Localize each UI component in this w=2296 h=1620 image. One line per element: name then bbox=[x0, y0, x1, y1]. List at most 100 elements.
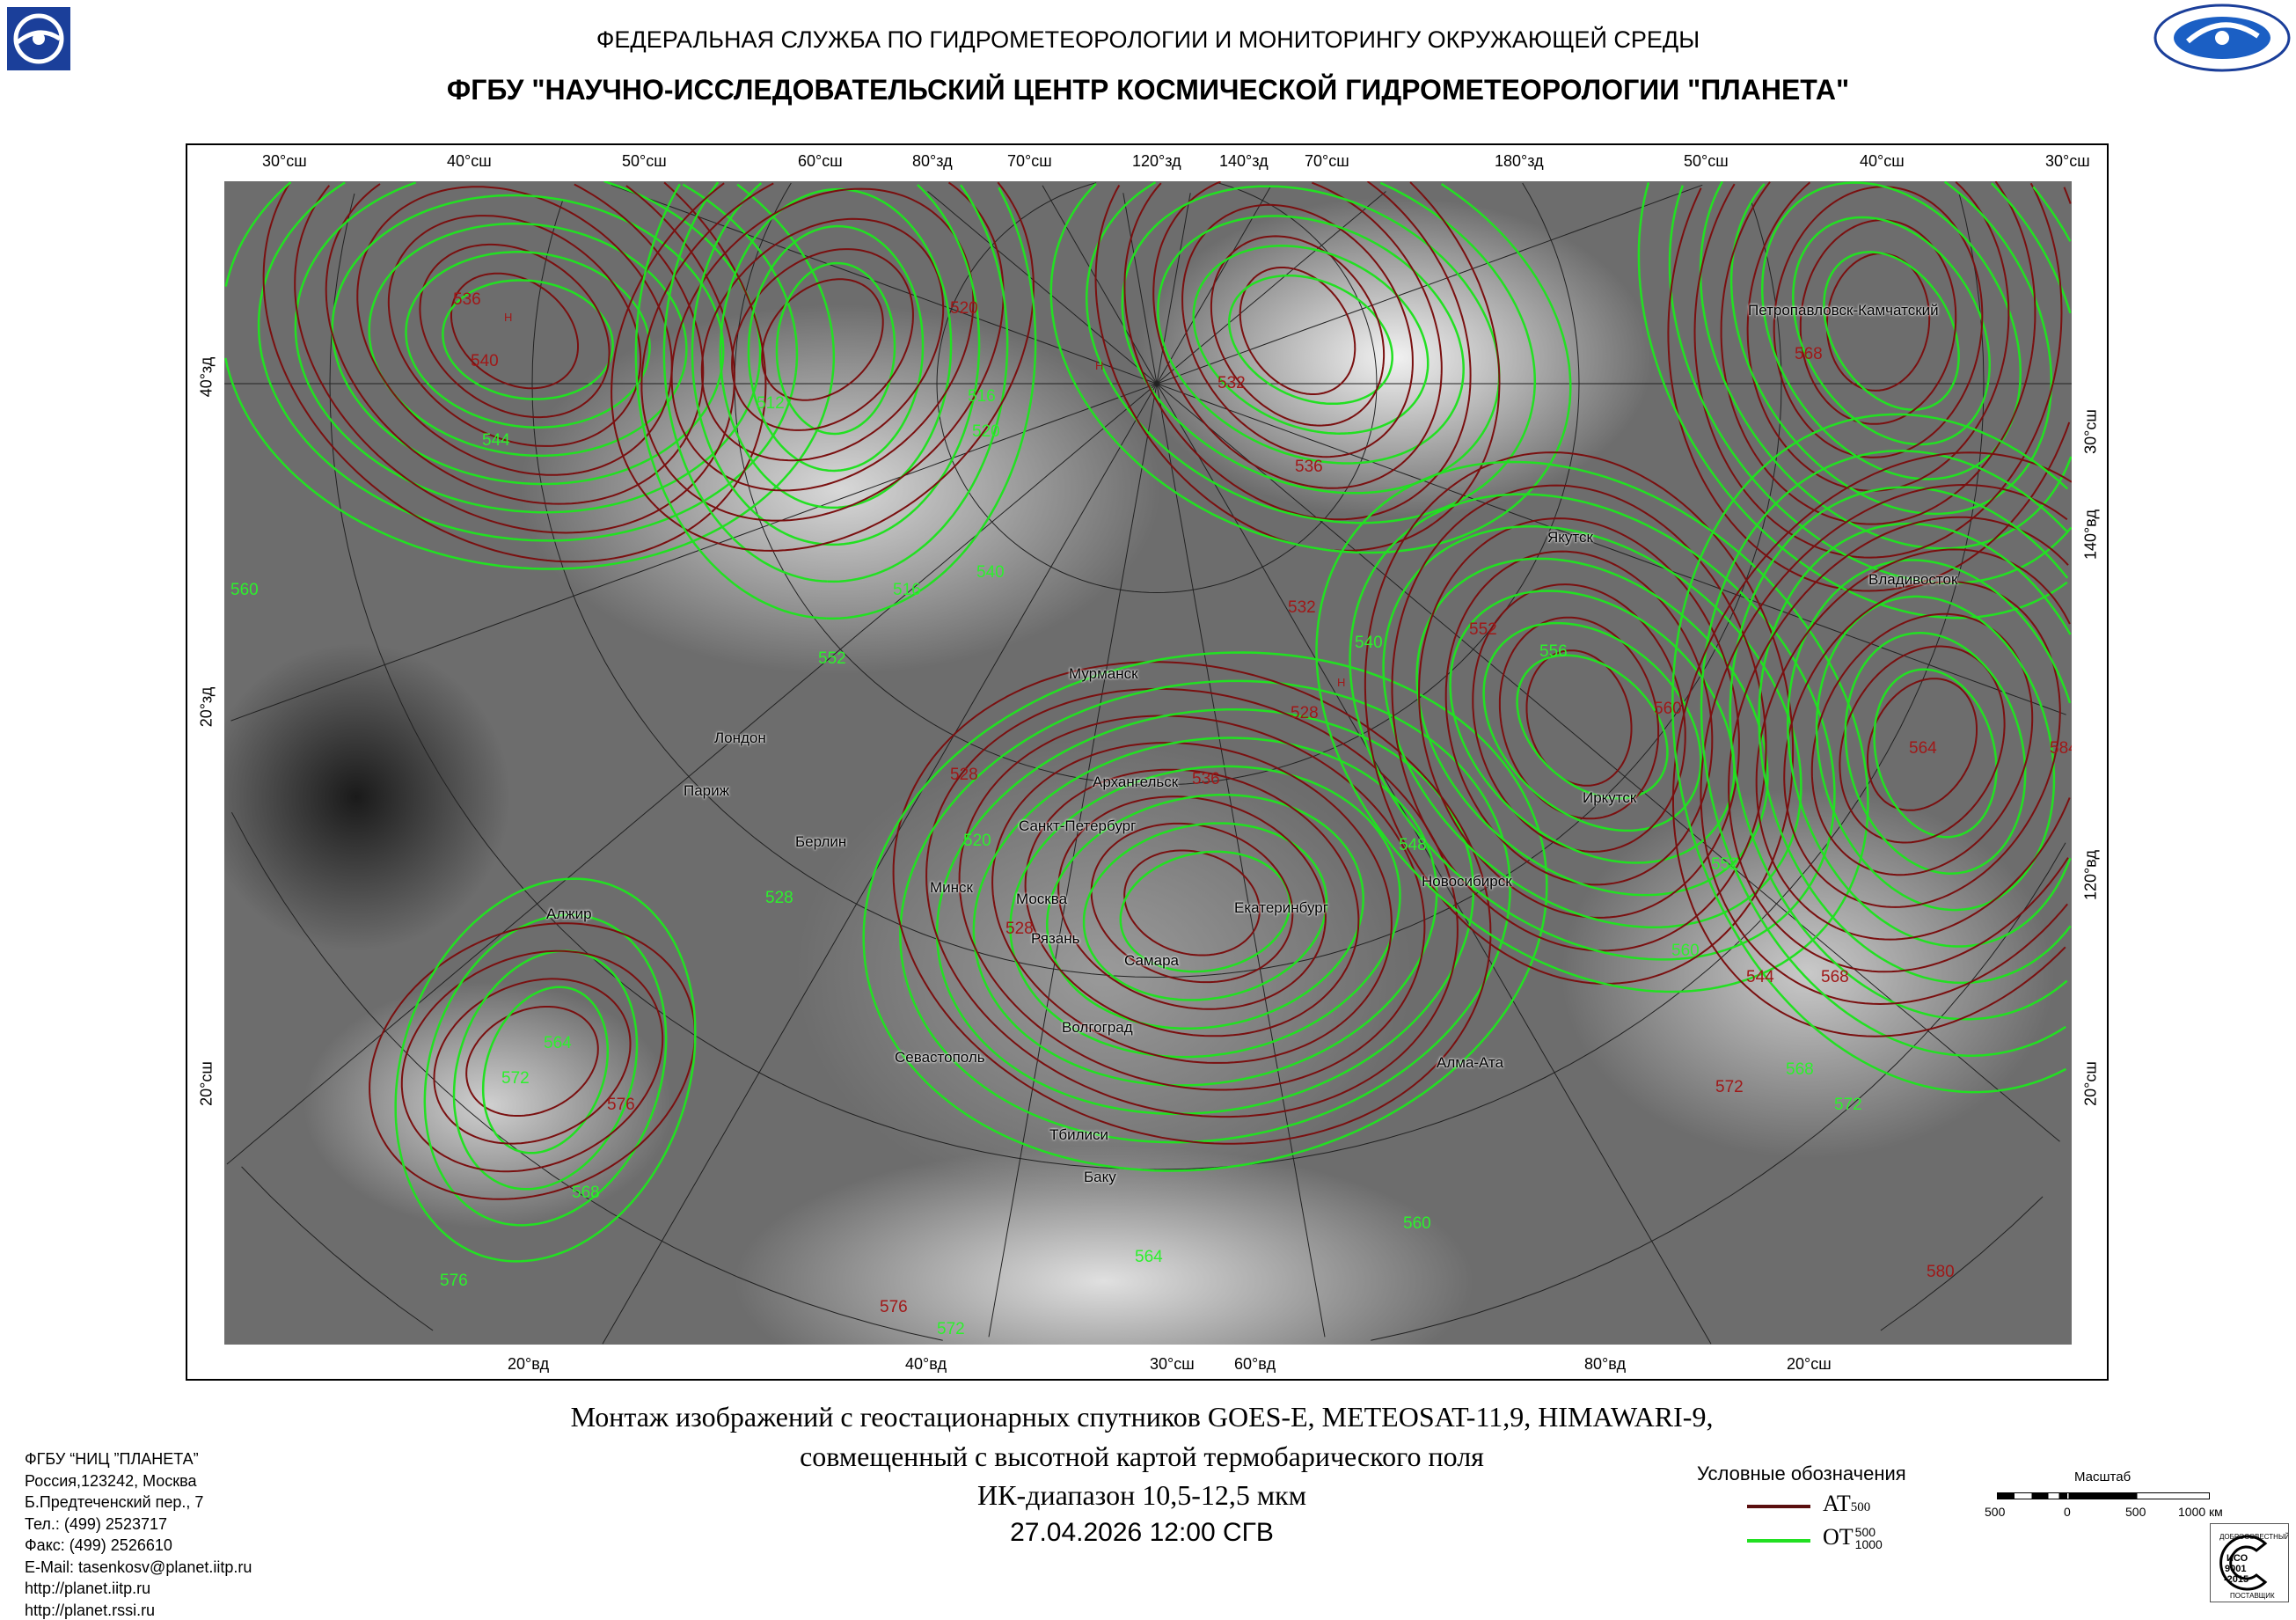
left-tick-label: 20°сш bbox=[197, 1061, 216, 1106]
ot-isoline bbox=[691, 182, 830, 546]
ot-isoline bbox=[1440, 183, 1572, 451]
graticule-meridian bbox=[1156, 184, 1703, 385]
city-label: Архангельск bbox=[1093, 773, 1179, 790]
at500-contour-label: 584 bbox=[2050, 739, 2072, 758]
at500-contour-label: 580 bbox=[1927, 1263, 1955, 1281]
at500-isohypse bbox=[1123, 849, 1261, 957]
ot-isoline bbox=[481, 986, 610, 1155]
caption-line-2: совмещенный с высотной картой термобарич… bbox=[800, 1440, 1484, 1472]
graticule-meridian bbox=[927, 191, 1158, 385]
at500-isohypse bbox=[419, 243, 611, 419]
ot-isoline bbox=[1121, 185, 1501, 495]
city-label: Волгоград bbox=[1062, 1019, 1133, 1036]
graticule-meridian bbox=[1156, 383, 2066, 715]
at500-isohypse bbox=[1822, 857, 2069, 973]
top-tick-label: 140°зд bbox=[1219, 152, 1269, 170]
ot-contour-label: 516 bbox=[968, 387, 996, 406]
at500-contour-label: 528 bbox=[1005, 920, 1034, 938]
caption-datetime: 27.04.2026 12:00 СГВ bbox=[1010, 1518, 1274, 1547]
at500-isohypse bbox=[1860, 181, 2036, 525]
ot-isoline bbox=[452, 949, 639, 1191]
at500-isohypse bbox=[433, 978, 632, 1145]
ot-isoline bbox=[1516, 654, 1669, 800]
bottom-tick-label: 20°вд bbox=[508, 1355, 550, 1373]
ot-isoline bbox=[634, 183, 827, 620]
at500-isohypse bbox=[2063, 187, 2072, 204]
address-line[interactable]: http://planet.rssi.ru bbox=[25, 1601, 156, 1619]
ot-contour-label: 564 bbox=[544, 1034, 572, 1052]
ot-contour-label: 552 bbox=[818, 649, 846, 668]
at500-isohypse bbox=[1863, 181, 2010, 492]
at500-isohypse bbox=[1094, 185, 1434, 552]
address-line[interactable]: E-Mail: tasenkosv@planet.iitp.ru bbox=[25, 1558, 252, 1576]
at500-isohypse bbox=[1755, 548, 2071, 929]
at500-isohypse bbox=[356, 186, 673, 476]
at500-isohypse bbox=[1123, 182, 1415, 521]
right-tick-label: 20°сш bbox=[2081, 1061, 2100, 1106]
at500-isohypse bbox=[1783, 581, 2061, 908]
at500-contour-label: 564 bbox=[1909, 739, 1937, 758]
top-tick-label: 40°сш bbox=[447, 152, 492, 170]
ot-isoline bbox=[1668, 185, 2036, 585]
ot-isoline bbox=[1943, 181, 2053, 499]
at500-isohypse bbox=[625, 185, 735, 467]
city-label: Иркутск bbox=[1583, 789, 1637, 806]
ot-isoline bbox=[775, 261, 896, 436]
at500-isohypse bbox=[1867, 678, 1978, 811]
ot-isoline bbox=[1449, 590, 1736, 864]
graticule-meridian bbox=[1156, 191, 1386, 385]
at500-isohypse bbox=[1810, 612, 2034, 876]
at500-isohypse bbox=[400, 949, 664, 1173]
city-label: Рязань bbox=[1031, 930, 1080, 947]
ot-isoline bbox=[1787, 559, 2072, 948]
at500-contour-label: 520 bbox=[950, 299, 978, 318]
at500-isohypse bbox=[1773, 186, 1984, 458]
ot-isoline bbox=[862, 651, 1548, 1172]
ot-isoline bbox=[405, 251, 651, 429]
scale-label: 1000 км bbox=[2178, 1505, 2223, 1519]
ot-contour-label: 520 bbox=[972, 422, 1000, 441]
ot-isoline bbox=[1873, 668, 1998, 839]
at500-isohypse bbox=[369, 922, 696, 1200]
map-frame bbox=[186, 143, 2109, 1381]
at500-contour-label: 536 bbox=[1192, 770, 1220, 788]
ot-isoline bbox=[1815, 595, 2056, 912]
ot-isoline bbox=[1792, 216, 1991, 446]
ot-contour-label: 568 bbox=[572, 1184, 600, 1202]
address-line[interactable]: http://planet.iitp.ru bbox=[25, 1580, 151, 1597]
ot-isoline bbox=[1119, 850, 1291, 973]
svg-text:ПОСТАВЩИК: ПОСТАВЩИК bbox=[2230, 1592, 2275, 1600]
roshydromet-logo bbox=[7, 7, 70, 70]
ot-isoline bbox=[224, 357, 834, 570]
at500-isohypse bbox=[1239, 267, 1356, 395]
ot-contour-label: 540 bbox=[1355, 634, 1383, 652]
city-label: Петропавловск-Камчатский bbox=[1748, 302, 1939, 319]
ot-isoline bbox=[1823, 251, 1960, 411]
ot-contour-label: 560 bbox=[1403, 1214, 1431, 1233]
ot-isoline bbox=[1315, 460, 1869, 993]
scale-bar bbox=[1997, 1492, 2210, 1499]
ot-isoline bbox=[2014, 456, 2072, 530]
city-label: Минск bbox=[930, 879, 973, 896]
ot-contour-label: 528 bbox=[765, 889, 793, 907]
legend-at500-line bbox=[1747, 1505, 1810, 1508]
svg-text:-2015: -2015 bbox=[2224, 1574, 2248, 1585]
graticule-circle bbox=[230, 811, 943, 1341]
caption-line-1: Монтаж изображений с геостационарных спу… bbox=[570, 1401, 1714, 1433]
at500-isohypse bbox=[611, 182, 725, 508]
at500-isohypse bbox=[640, 182, 774, 484]
at500-isohypse bbox=[1409, 181, 1501, 525]
legend-at-sub: 500 bbox=[1850, 1500, 1871, 1514]
graticule-circle bbox=[1371, 842, 2066, 1341]
graticule-meridian bbox=[1156, 383, 2060, 1142]
scale-label: 500 bbox=[2125, 1505, 2146, 1519]
ot-contour-label: 516 bbox=[893, 581, 921, 599]
satellite-map[interactable]: Мурманск Архангельск Санкт-Петербург Минск М… bbox=[224, 181, 2072, 1345]
at500-isohypse bbox=[1836, 797, 2071, 941]
graticule-circle bbox=[1750, 200, 1782, 385]
agency-title: ФЕДЕРАЛЬНАЯ СЛУЖБА ПО ГИДРОМЕТЕОРОЛОГИИ … bbox=[596, 26, 1700, 53]
at500-contour-label: 568 bbox=[1821, 968, 1849, 986]
ot-contour-label: 544 bbox=[482, 431, 510, 450]
ot-isoline bbox=[1082, 822, 1328, 1001]
ot-isoline bbox=[394, 877, 697, 1263]
